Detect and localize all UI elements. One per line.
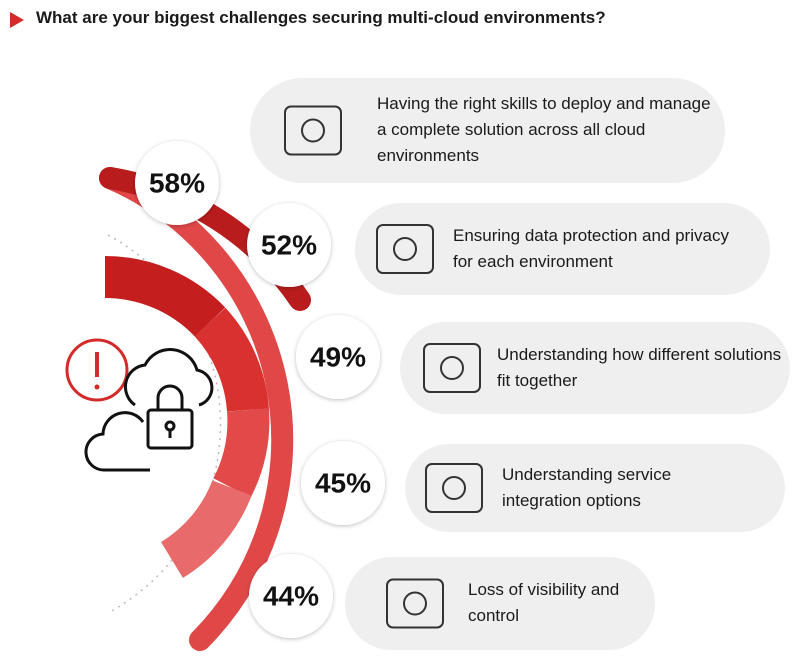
challenge-label: Understanding service integration option… xyxy=(502,465,672,510)
icon-detail xyxy=(442,476,466,500)
title-marker xyxy=(10,12,24,28)
icon xyxy=(284,105,342,156)
challenge-label: Ensuring data protection and privacy for… xyxy=(453,226,729,271)
title: What are your biggest challenges securin… xyxy=(36,8,606,27)
badge xyxy=(296,315,380,399)
challenge-label: Understanding how different solutions fi… xyxy=(497,345,782,390)
icon xyxy=(425,463,483,513)
challenge-label: Having the right skills to deploy and ma… xyxy=(377,94,711,165)
dotted-arc xyxy=(107,234,222,614)
value-label: 49% xyxy=(310,342,366,373)
badge xyxy=(247,203,331,287)
badge xyxy=(301,441,385,525)
value-label: 52% xyxy=(261,230,317,261)
badge xyxy=(249,554,333,638)
cloud-lock-icon xyxy=(65,338,214,472)
icon-detail xyxy=(301,118,325,143)
card xyxy=(400,322,790,414)
card xyxy=(250,78,725,183)
inner-arc xyxy=(104,256,270,578)
card xyxy=(405,444,785,532)
icon xyxy=(423,343,481,393)
badge xyxy=(135,141,219,225)
icon-detail xyxy=(440,356,464,380)
card xyxy=(355,203,770,295)
icon xyxy=(376,224,434,274)
challenge-label: Loss of visibility and control xyxy=(468,580,620,625)
value-label: 58% xyxy=(149,168,205,199)
icon-detail xyxy=(393,237,417,261)
value-label: 44% xyxy=(263,581,319,612)
icon-detail xyxy=(403,591,427,616)
icon xyxy=(386,578,444,629)
value-label: 45% xyxy=(315,468,371,499)
